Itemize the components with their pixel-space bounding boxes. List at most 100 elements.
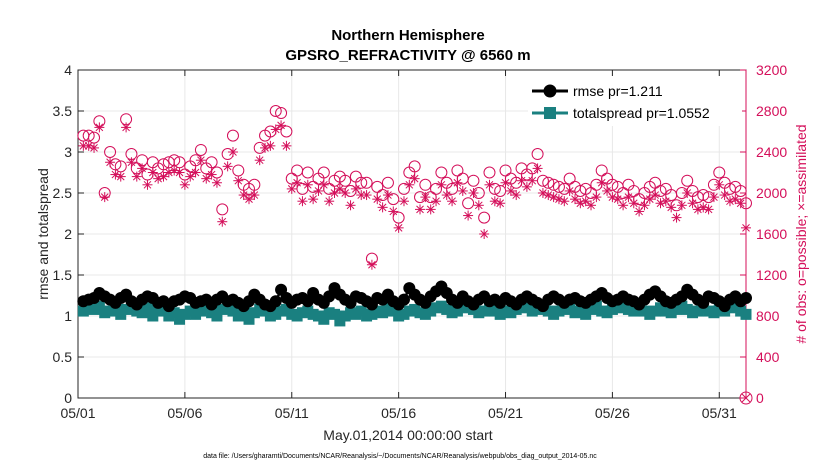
asterisk-stroke [346,201,355,210]
obs-assimilated-point [580,196,591,207]
totalspread-point [158,303,170,315]
asterisk-stroke [496,199,505,208]
obs-assimilated-point [495,198,506,209]
obs-assimilated-point [463,210,474,221]
asterisk-stroke [565,187,574,195]
obs-assimilated-point [131,171,142,182]
obs-assimilated-point [431,196,442,207]
asterisk-stroke [581,197,590,206]
asterisk-stroke [362,191,371,199]
asterisk-stroke [544,191,553,199]
obs-assimilated-point [708,192,719,203]
asterisk-stroke [84,141,93,150]
asterisk-stroke [608,193,617,201]
asterisk-stroke [245,195,253,204]
asterisk-stroke [539,189,547,197]
totalspread-point [740,308,752,320]
obs-assimilated-point [676,200,687,211]
axis-ticks: 05/01 05/06 05/11 05/16 05/21 05/26 05/31 0 0.5 1… [53,62,788,421]
asterisk-stroke [111,170,120,179]
obs-possible-point [494,184,507,197]
asterisk-stroke [90,144,98,152]
obs-assimilated-point [366,259,377,270]
obs-assimilated-point [297,196,308,207]
rmse-point [740,291,752,304]
y-axis-label: rmse and totalspread [35,168,51,300]
obs-assimilated-point [650,190,661,201]
y-axis-label-right: # of obs: o=possible; ×=assimilated [793,124,809,343]
obs-possible-point [269,105,282,117]
asterisk-stroke [437,180,446,189]
obs-assimilated-point [479,229,490,239]
obs-assimilated-point [468,188,479,198]
obs-assimilated-point [377,202,388,213]
obs-assimilated-point [286,183,297,194]
y-tick-label: 3 [64,144,72,160]
obs-assimilated-point [687,198,698,209]
obs-assimilated-point [222,161,233,172]
asterisk-stroke [405,180,414,189]
obs-assimilated-point [276,120,287,131]
obs-assimilated-point [671,212,682,223]
obs-assimilated-point [174,167,185,178]
obs-possible-point [355,176,368,189]
obs-assimilated-point [703,204,714,215]
asterisk-stroke [239,191,248,199]
asterisk-stroke [293,178,301,187]
obs-assimilated-point [249,190,260,201]
obs-assimilated-point [211,177,222,188]
obs-possible-point [226,129,239,142]
obs-assimilated-point [350,183,361,194]
asterisk-stroke [223,162,232,171]
asterisk-stroke [555,195,563,204]
obs-possible-point [542,176,555,189]
asterisk-stroke [325,197,334,206]
asterisk-stroke [661,197,670,206]
obs-possible-point [536,174,549,187]
chart-title: Northern Hemisphere [331,27,484,44]
asterisk-stroke [523,182,531,191]
obs-assimilated-point [532,163,543,174]
asterisk-stroke [202,174,211,183]
x-axis-label: May.01,2014 00:00:00 start [323,427,493,443]
obs-assimilated-point [147,167,158,178]
obs-assimilated-point [452,177,463,188]
y-right-tick-label: 400 [756,349,780,365]
asterisk-stroke [421,193,430,201]
obs-assimilated-point [313,185,324,196]
obs-possible-point [478,211,491,224]
obs-assimilated-point [201,173,212,184]
y-right-tick-label: 2800 [756,103,787,119]
obs-assimilated-point [564,185,575,196]
obs-assimilated-point [404,179,415,190]
asterisk-stroke [218,217,227,226]
asterisk-stroke [469,189,478,197]
obs-assimilated-point [596,177,607,188]
asterisk-stroke [314,187,323,195]
asterisk-stroke [688,199,697,208]
asterisk-stroke [619,201,627,210]
asterisk-stroke [389,207,398,216]
obs-assimilated-point [281,140,292,151]
asterisk-stroke [507,187,515,195]
asterisk-stroke [715,180,724,189]
obs-possible-point [291,164,304,177]
asterisk-stroke [432,197,440,206]
asterisk-stroke [303,180,312,189]
asterisk-stroke [352,185,360,193]
totalspread-point [329,308,341,320]
asterisk-stroke [287,185,296,193]
obs-assimilated-point [623,192,634,203]
asterisk-stroke [100,193,109,201]
obs-possible-point [467,174,480,187]
obs-assimilated-point [254,155,265,166]
obs-assimilated-point [521,181,532,192]
asterisk-stroke [720,191,729,199]
obs-assimilated-point [318,179,329,190]
obs-assimilated-point [302,179,313,190]
asterisk-stroke [191,168,200,177]
obs-possible-point [339,174,352,187]
obs-possible-point [232,164,245,177]
obs-zero-marker [739,391,753,405]
obs-assimilated-point [270,124,281,135]
